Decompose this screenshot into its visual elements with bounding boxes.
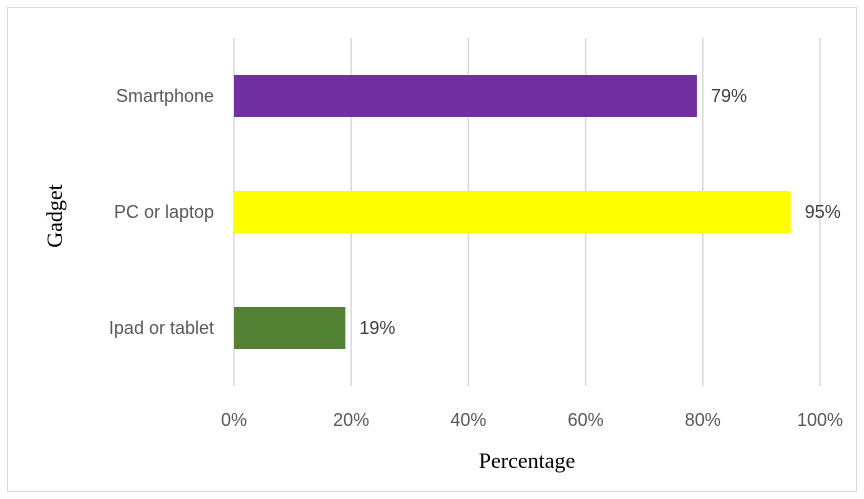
data-label: 19%	[359, 318, 395, 338]
labels: 0% 20% 40% 60% 80% 100% Smartphone 79% PC or lap…	[109, 86, 843, 430]
category-label: Smartphone	[116, 86, 214, 106]
category-label: Ipad or tablet	[109, 318, 214, 338]
x-tick-label: 20%	[333, 410, 369, 430]
bar-smartphone	[234, 75, 697, 117]
x-axis-title: Percentage	[479, 448, 576, 473]
y-axis-title: Gadget	[42, 184, 67, 248]
category-label: PC or laptop	[114, 202, 214, 222]
x-tick-label: 0%	[221, 410, 247, 430]
x-tick-label: 60%	[568, 410, 604, 430]
x-tick-label: 40%	[450, 410, 486, 430]
x-tick-label: 100%	[797, 410, 843, 430]
bars	[234, 75, 791, 349]
data-label: 95%	[805, 202, 841, 222]
x-tick-label: 80%	[685, 410, 721, 430]
data-label: 79%	[711, 86, 747, 106]
bar-ipad-or-tablet	[234, 307, 346, 349]
bar-pc-or-laptop	[234, 191, 791, 233]
